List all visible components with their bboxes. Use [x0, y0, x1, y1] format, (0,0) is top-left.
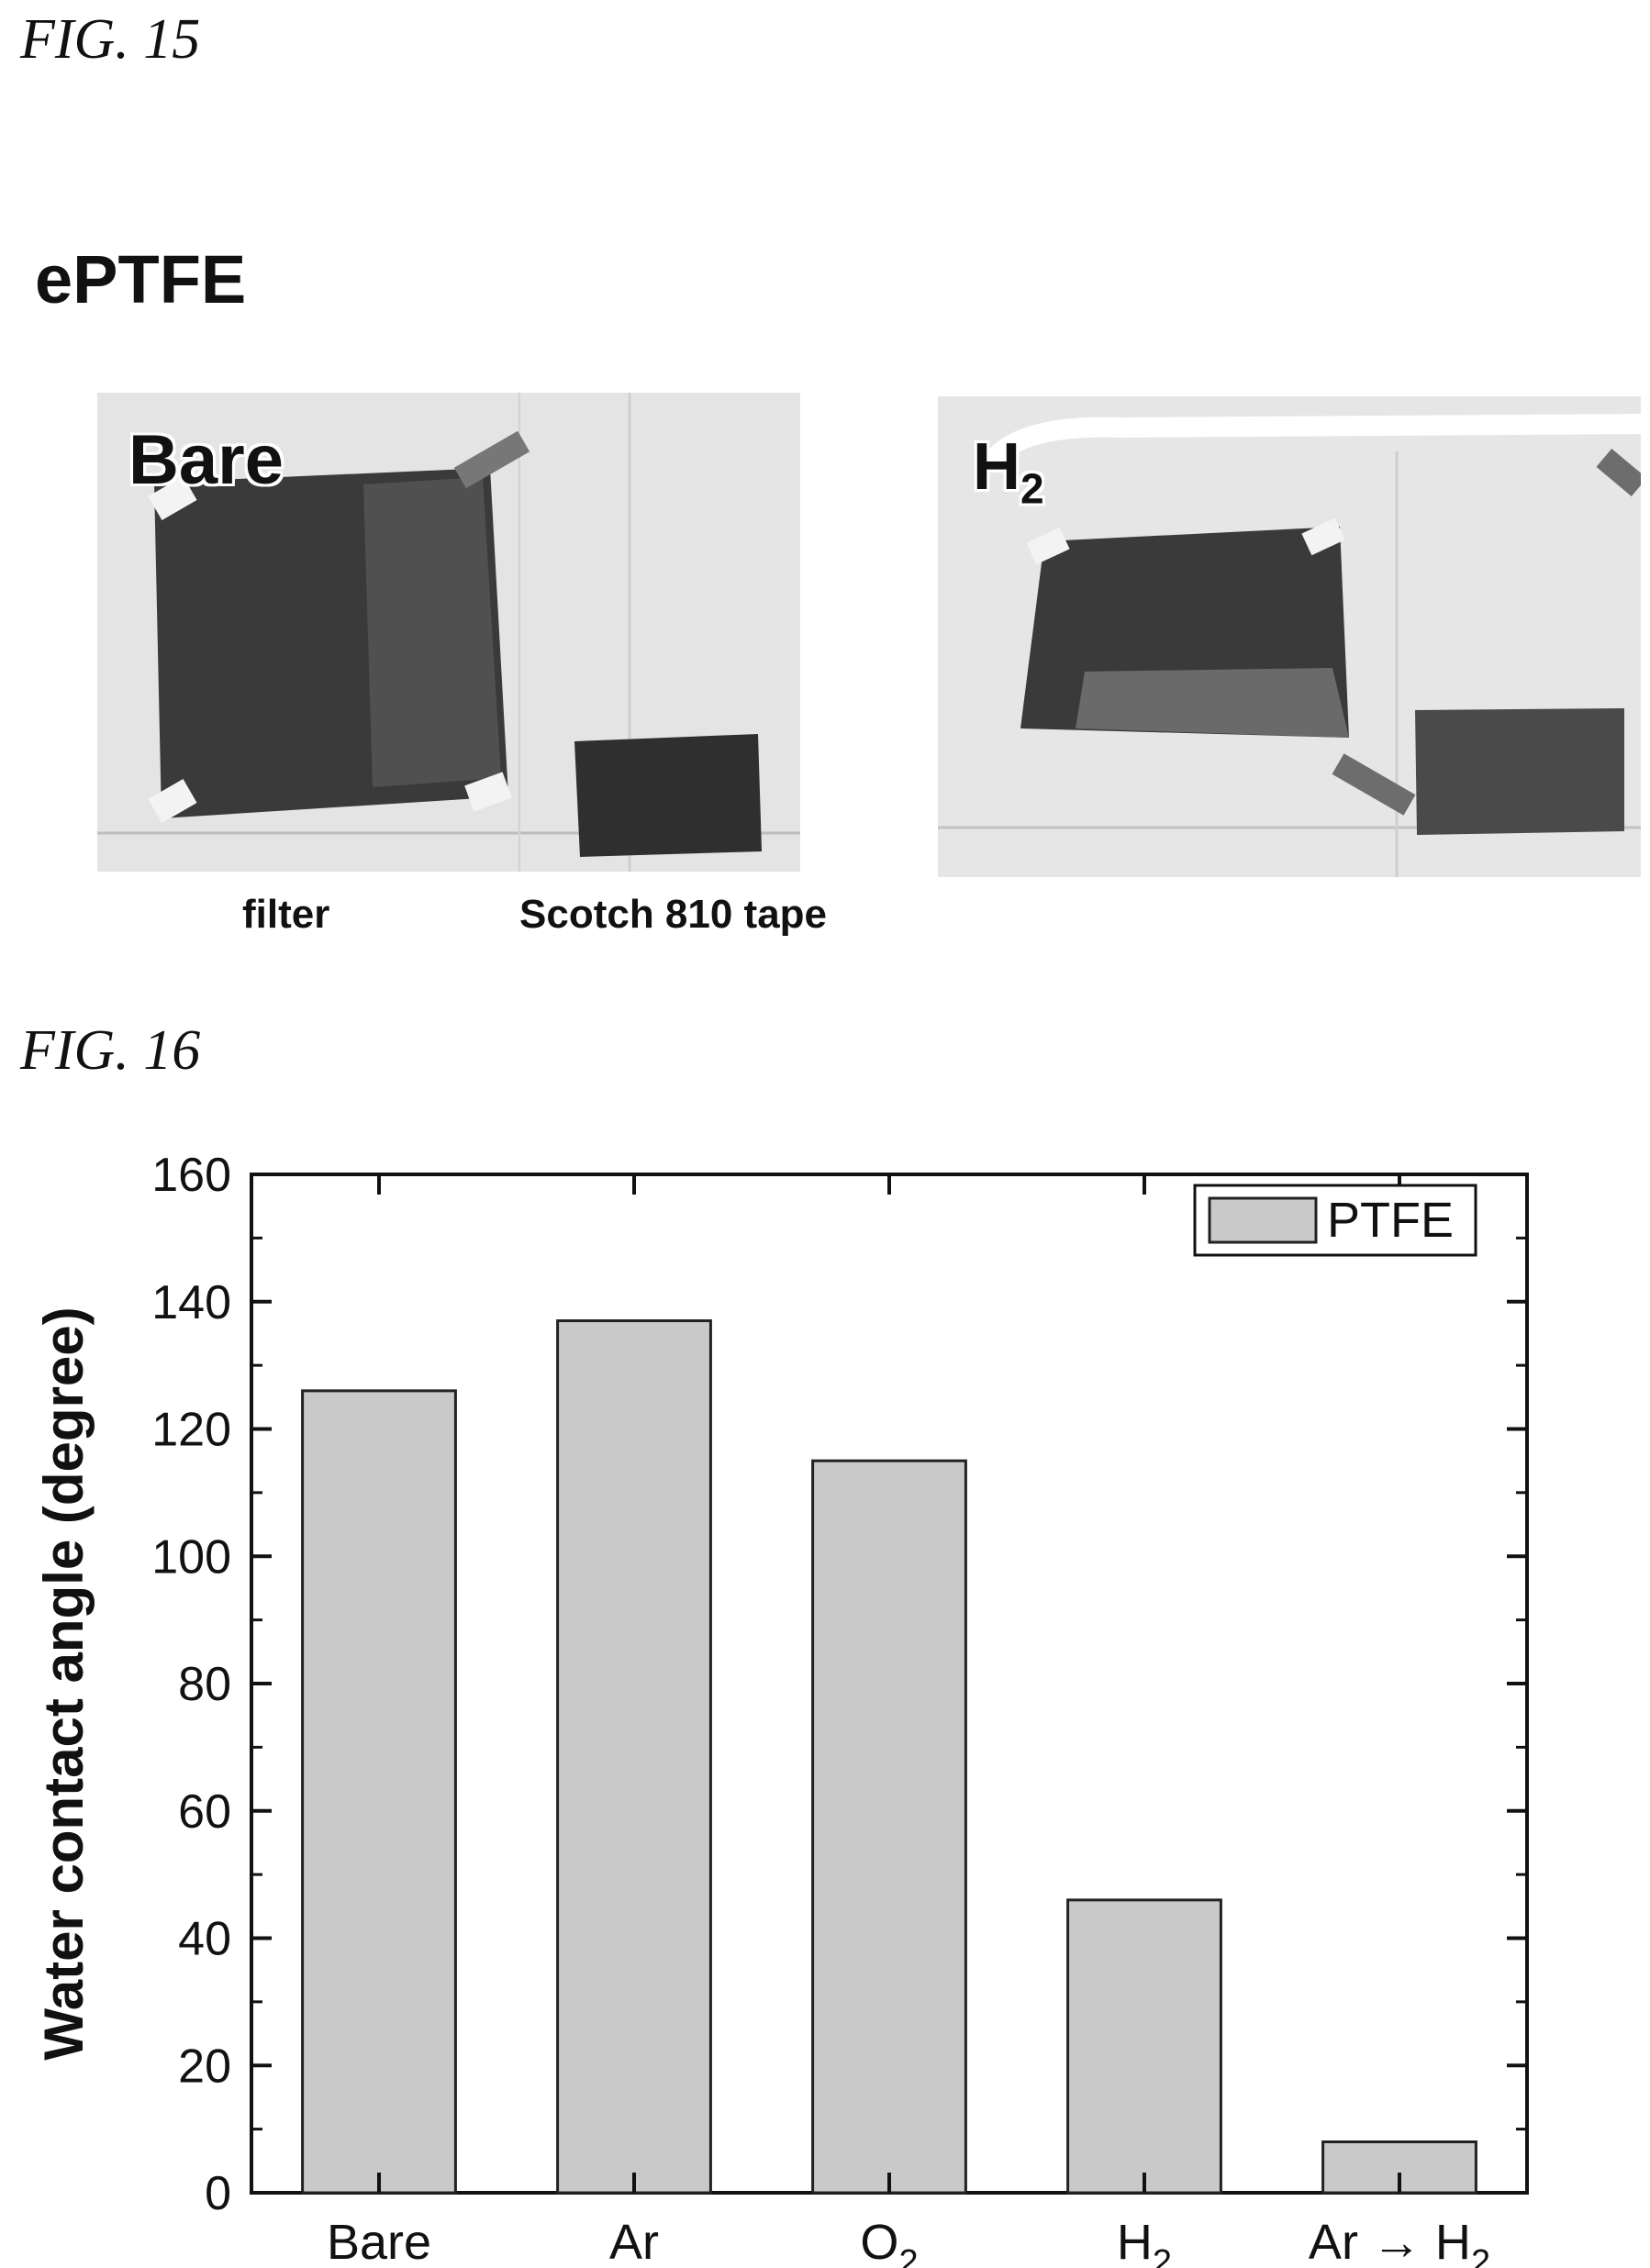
x-tick-label-subscript: 2 [898, 2243, 918, 2268]
legend-label: PTFE [1327, 1193, 1454, 1248]
x-tick-label: Ar → H2 [1309, 2215, 1490, 2268]
y-tick-label: 100 [151, 1530, 231, 1584]
bar [301, 1389, 457, 2195]
fig16-label: FIG. 16 [20, 1019, 201, 1082]
x-tick-label-subscript: 2 [1471, 2243, 1490, 2268]
h2-photo: H2 [938, 396, 1641, 877]
x-tick-label-main: Ar [609, 2215, 659, 2268]
bar [1066, 1898, 1222, 2195]
bar [811, 1459, 967, 2195]
figure-heading: ePTFE [35, 241, 247, 317]
y-axis-label: Water contact angle (degree) [33, 1306, 95, 2060]
h2-photo-drawing [938, 396, 1641, 877]
x-tick-label-main: O [860, 2215, 898, 2268]
x-tick-label-main: Ar → H [1309, 2215, 1471, 2268]
legend: PTFE [1193, 1184, 1477, 1257]
y-tick-label: 140 [151, 1276, 231, 1329]
h2-photo-tag: H2 [973, 430, 1044, 513]
bare-photo-drawing [97, 393, 800, 872]
filter-caption: filter [242, 892, 330, 937]
y-tick-label: 60 [178, 1785, 231, 1839]
tape-sample [574, 734, 762, 857]
y-tick-label: 80 [178, 1658, 231, 1711]
x-axis: Bare Ar O2 H2 Ar → H2 [327, 1174, 1490, 2268]
y-tick-label: 40 [178, 1913, 231, 1966]
bare-photo: Bare [97, 393, 800, 872]
x-tick-label: Bare [327, 2215, 431, 2268]
x-tick-label-subscript: 2 [1153, 2243, 1172, 2268]
y-tick-label: 160 [151, 1149, 231, 1202]
x-tick-label-main: Bare [327, 2215, 431, 2268]
y-tick-label: 0 [205, 2167, 231, 2220]
fig15-label: FIG. 15 [20, 8, 201, 71]
y-tick-label: 120 [151, 1404, 231, 1457]
bar-series [301, 1319, 1477, 2195]
y-axis: 0 20 40 60 80 100 120 140 160 [151, 1149, 1527, 2220]
h2-tape-sample [1415, 708, 1624, 835]
y-tick-label: 20 [178, 2040, 231, 2093]
x-tick-label: H2 [1117, 2215, 1172, 2268]
tape-caption: Scotch 810 tape [519, 892, 828, 937]
x-tick-label: O2 [860, 2215, 918, 2268]
x-tick-label: Ar [609, 2215, 659, 2268]
bar [556, 1319, 712, 2195]
bare-photo-tag: Bare [128, 421, 284, 499]
x-tick-label-main: H [1117, 2215, 1153, 2268]
legend-swatch [1208, 1196, 1318, 1244]
